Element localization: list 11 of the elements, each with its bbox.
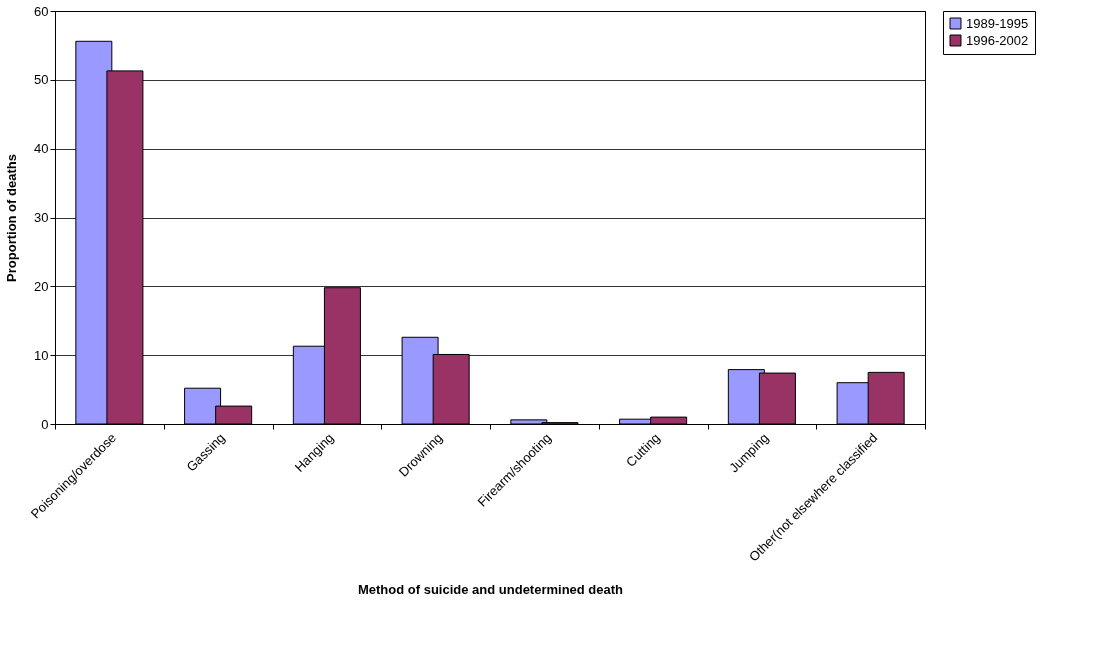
y-tick-label: 60 bbox=[34, 3, 49, 19]
y-tick-label: 40 bbox=[34, 141, 49, 157]
y-tick-label: 30 bbox=[34, 210, 49, 225]
y-axis-title: Proportion of deaths bbox=[4, 154, 20, 282]
legend-label: 1989-1995 bbox=[966, 15, 1029, 31]
y-tick-label: 10 bbox=[34, 347, 49, 363]
y-tick-label: 0 bbox=[41, 416, 49, 432]
y-tick-label: 20 bbox=[34, 278, 49, 294]
legend-label: 1996-2002 bbox=[966, 32, 1029, 48]
y-tick-label: 50 bbox=[34, 72, 49, 88]
x-axis-title: Method of suicide and undetermined death bbox=[357, 582, 624, 598]
